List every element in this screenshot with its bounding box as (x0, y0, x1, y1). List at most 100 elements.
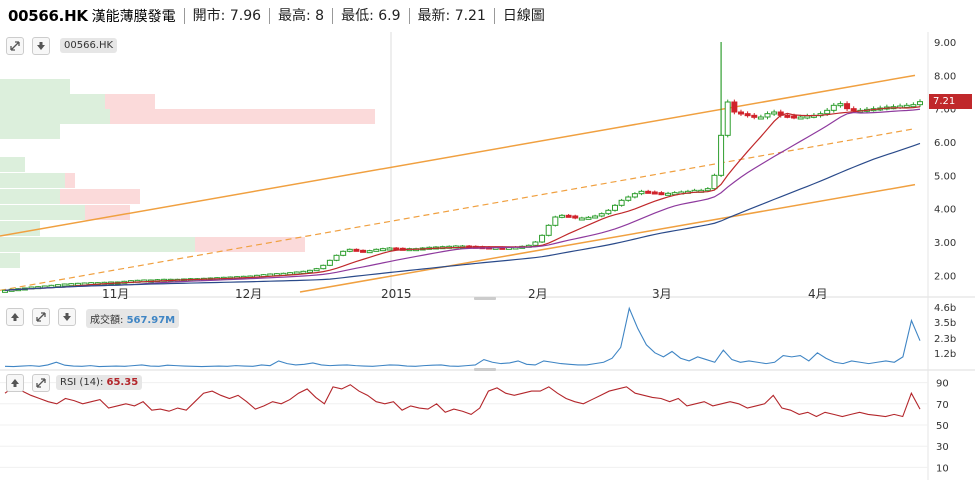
volume-line (4, 306, 921, 368)
candle-body (618, 199, 625, 206)
candle-body (824, 109, 831, 115)
candle-body (917, 101, 923, 106)
candle-body (585, 216, 592, 220)
rsi-tick-label: 50 (936, 421, 949, 432)
candle-body (360, 249, 367, 253)
panel-resize-handle (474, 297, 496, 300)
volume-profile-bar (0, 253, 20, 268)
y-tick-label: 5.00 (934, 171, 956, 182)
x-tick-label: 12月 (235, 287, 262, 301)
rsi-line (4, 384, 921, 418)
candle-body (320, 264, 327, 270)
candle-body (340, 250, 347, 256)
y-tick-label: 3.00 (934, 238, 956, 249)
candle-body (565, 214, 572, 218)
resize-icon[interactable] (32, 374, 50, 392)
candle-body (313, 268, 320, 272)
volume-profile-bar (0, 79, 70, 94)
ma-short-line (4, 106, 921, 291)
candle-body (751, 114, 758, 118)
rsi-tick-label: 10 (936, 463, 949, 474)
volume-profile-bar (0, 221, 40, 236)
candle-body (61, 283, 68, 287)
candle-body (718, 134, 725, 176)
volume-profile-bar (0, 189, 60, 204)
candle-body (307, 269, 313, 273)
trendline-upper (0, 74, 916, 237)
candle-body (572, 215, 579, 219)
candle-body (791, 115, 798, 119)
candle-body (592, 215, 599, 219)
volume-profile-bar (0, 205, 85, 220)
candle-body (731, 101, 738, 113)
candle-body (346, 248, 353, 252)
low-price: 最低: 6.9 (332, 8, 408, 24)
candle-body (386, 247, 393, 251)
arrow-up-icon[interactable] (6, 308, 24, 326)
candle-body (625, 196, 632, 201)
candle-body (552, 216, 559, 226)
rsi-tick-label: 70 (936, 400, 949, 411)
arrow-up-icon[interactable] (6, 374, 24, 392)
stock-code: 00566.HK (8, 7, 88, 25)
candle-body (539, 234, 546, 243)
candle-body (373, 248, 380, 252)
arrow-down-icon[interactable] (58, 308, 76, 326)
volume-tick-label: 3.5b (934, 318, 956, 329)
candle-body (724, 101, 731, 136)
ma-long-line (4, 142, 921, 291)
candle-body (631, 193, 638, 198)
x-tick-label: 2015 (381, 287, 412, 301)
x-tick-label: 2月 (528, 287, 548, 301)
candle-body (333, 254, 340, 261)
candle-body (665, 192, 672, 196)
volume-profile-bar (0, 124, 60, 139)
candle-body (651, 191, 658, 195)
x-tick-label: 4月 (808, 287, 828, 301)
candle-body (658, 192, 665, 196)
volume-tick-label: 4.6b (934, 303, 956, 314)
candle-body (545, 224, 552, 236)
candle-body (598, 213, 605, 217)
period-label[interactable]: 日線圖 (493, 8, 553, 24)
y-tick-label: 4.00 (934, 205, 956, 216)
volume-value: 567.97M (126, 315, 176, 326)
open-price: 開市: 7.96 (192, 8, 262, 24)
volume-tick-label: 1.2b (934, 349, 956, 360)
volume-profile-bar (85, 205, 130, 220)
rsi-value: 65.35 (106, 377, 139, 388)
y-tick-label: 8.00 (934, 71, 956, 82)
high-price: 最高: 8 (269, 8, 332, 24)
candle-body (910, 104, 917, 108)
stock-chart[interactable]: 9.00 8.00 7.00 6.00 5.00 4.00 3.00 2.00 11月 12月 20… (0, 32, 975, 480)
candle-body (764, 113, 771, 118)
arrow-down-icon[interactable] (32, 37, 50, 55)
trendline-lower (299, 183, 916, 293)
candle-body (757, 116, 764, 120)
rsi-tick-label: 30 (936, 442, 949, 453)
candle-body (293, 271, 300, 275)
candle-body (837, 103, 844, 107)
candle-body (68, 283, 75, 287)
volume-profile-bar (0, 94, 105, 109)
y-tick-label: 2.00 (934, 271, 956, 282)
resize-icon[interactable] (32, 308, 50, 326)
symbol-label: 00566.HK (60, 38, 118, 53)
volume-label-text: 成交額: (90, 315, 124, 326)
volume-profile-bar (65, 173, 75, 188)
candle-body (353, 248, 360, 252)
volume-profile-bar (0, 109, 110, 124)
x-tick-label: 11月 (102, 287, 129, 301)
volume-profile-bar (60, 189, 140, 204)
last-price: 最新: 7.21 (408, 8, 494, 24)
candle-body (578, 217, 585, 221)
candle-body (804, 115, 811, 119)
candle-body (300, 270, 307, 274)
resize-icon[interactable] (6, 37, 24, 55)
candle-body (771, 111, 778, 115)
volume-label: 成交額: 567.97M (86, 309, 180, 328)
candle-body (737, 111, 744, 115)
x-tick-label: 3月 (652, 287, 672, 301)
candle-body (558, 214, 565, 218)
candle-body (532, 241, 539, 246)
